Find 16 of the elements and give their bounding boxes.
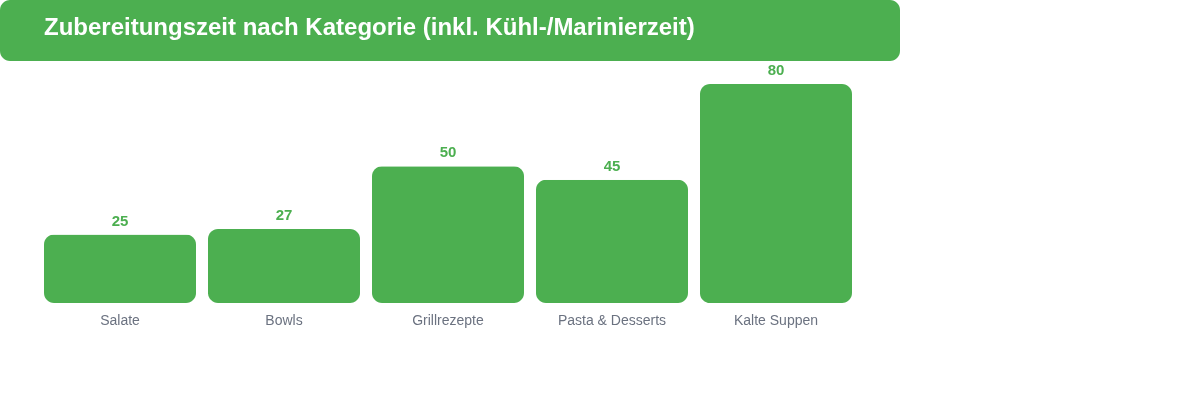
bar bbox=[535, 179, 689, 303]
data-label: 80 bbox=[767, 61, 785, 78]
bar bbox=[44, 234, 197, 303]
bar bbox=[699, 84, 852, 303]
x-tick-label: Bowls bbox=[265, 312, 303, 328]
data-label: 50 bbox=[439, 143, 457, 161]
x-tick-label: Pasta & Desserts bbox=[557, 312, 667, 328]
x-tick-label: Salate bbox=[100, 312, 141, 328]
bar bbox=[207, 229, 361, 303]
chart-title: Zubereitungszeit nach Kategorie (inkl. Kühl-/Marinierzeit) bbox=[44, 13, 695, 40]
bar bbox=[371, 166, 525, 303]
x-tick-label: Grillrezepte bbox=[412, 312, 484, 328]
data-label: 25 bbox=[111, 211, 129, 229]
x-tick-label: Kalte Suppen bbox=[733, 312, 819, 328]
data-label: 27 bbox=[275, 206, 293, 224]
data-label: 45 bbox=[603, 156, 621, 174]
